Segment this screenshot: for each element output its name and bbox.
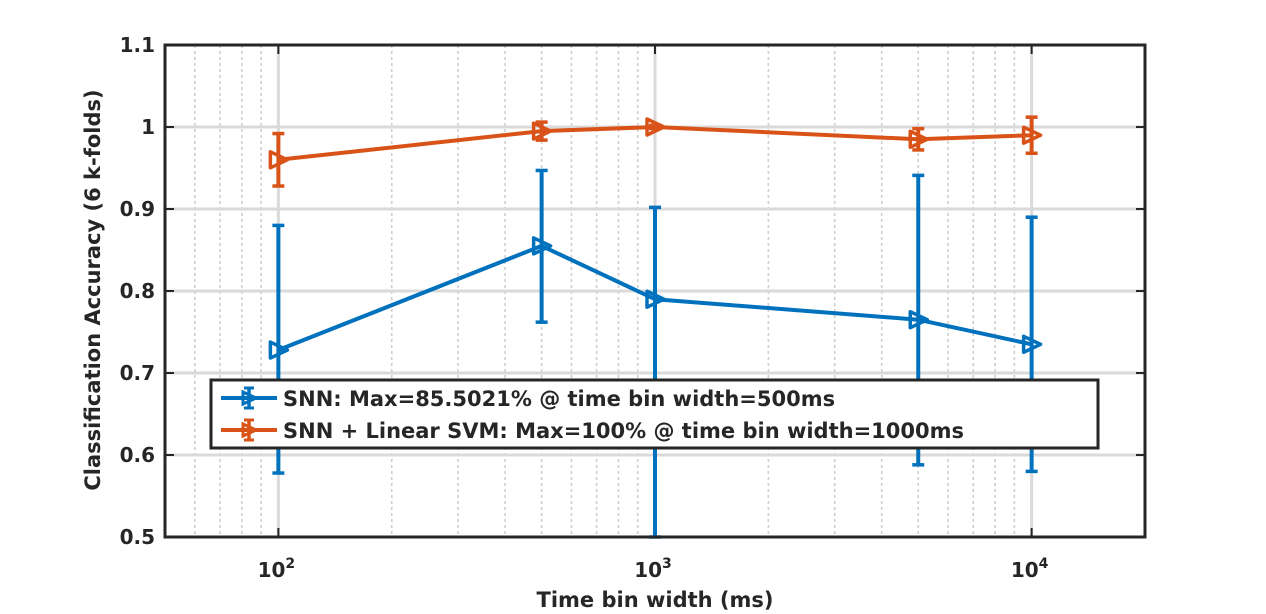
data-point [908,129,929,150]
legend-marker [241,389,260,407]
x-axis-title: Time bin width (ms) [537,588,774,612]
legend-marker [241,421,260,439]
data-point [1021,125,1043,145]
data-point [908,309,929,330]
y-tick-label: 0.6 [120,443,155,467]
legend-box [209,378,1100,450]
data-point [1021,334,1043,355]
data-point [645,289,666,309]
y-tick-label: 1.1 [120,33,155,57]
legend-entry-1: SNN: Max=85.5021% @ time bin width=500ms [221,386,835,411]
y-tick-label: 0.9 [120,197,155,221]
y-tick-label: 1 [141,115,155,139]
y-axis-title: Classification Accuracy (6 k-folds) [81,89,105,490]
y-tick-label: 0.8 [120,279,155,303]
legend: SNN: Max=85.5021% @ time bin width=500ms… [209,378,1100,450]
x-tick-label: 104 [1011,556,1049,582]
legend-entry-2: SNN + Linear SVM: Max=100% @ time bin wi… [221,418,964,443]
x-tick-label: 103 [634,556,672,582]
data-point [531,121,553,141]
series-1 [268,168,1043,539]
data-point [645,117,666,137]
data-point [531,236,553,256]
data-point [268,150,290,170]
series-2 [268,115,1043,188]
y-tick-label: 0.7 [120,361,155,385]
y-tick-label: 0.5 [120,525,155,549]
data-point [268,340,290,360]
legend-label: SNN + Linear SVM: Max=100% @ time bin wi… [283,419,964,443]
tick-labels: 0.5 0.6 0.7 0.8 0.9 1 1.1 102 103 104 [120,33,1049,582]
legend-label: SNN: Max=85.5021% @ time bin width=500ms [283,387,835,411]
plot-area-border [163,43,1147,539]
x-tick-label: 102 [258,556,296,582]
